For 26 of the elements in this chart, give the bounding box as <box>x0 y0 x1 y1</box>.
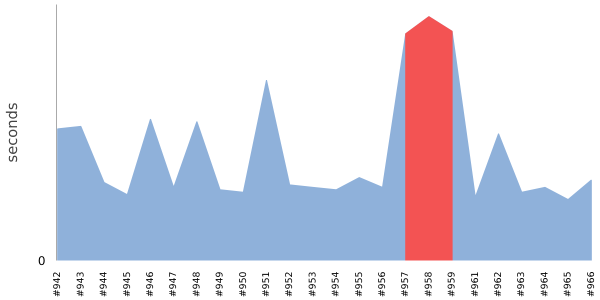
x-tick-label: #961 <box>470 271 481 298</box>
x-tick-label: #950 <box>238 271 249 298</box>
x-tick-label: #962 <box>493 271 504 298</box>
x-tick-label: #959 <box>446 271 458 298</box>
x-tick-label: #954 <box>330 271 342 298</box>
x-tick-label: #966 <box>586 271 597 298</box>
x-tick-label: #949 <box>214 271 226 298</box>
x-tick-label: #945 <box>122 271 133 298</box>
x-tick-label: #953 <box>307 271 318 298</box>
x-tick-label: #956 <box>377 271 388 298</box>
x-tick-label: #958 <box>423 271 434 298</box>
x-tick-label: #957 <box>400 271 412 298</box>
x-tick-label: #951 <box>260 271 272 298</box>
x-tick-label: #943 <box>75 271 86 298</box>
x-tick-label: #963 <box>516 271 528 298</box>
x-tick-label: #955 <box>354 271 365 298</box>
y-axis-title: seconds <box>4 102 21 162</box>
x-tick-label: #965 <box>562 271 574 298</box>
x-tick-label: #942 <box>52 271 64 298</box>
text: 0 <box>38 254 46 268</box>
x-tick-label: #964 <box>539 271 550 298</box>
x-tick-label: #946 <box>144 271 156 298</box>
x-tick-label: #947 <box>168 271 180 298</box>
x-tick-label: #944 <box>98 271 110 298</box>
x-tick-label: #948 <box>191 271 202 298</box>
x-tick-label: #952 <box>284 271 296 298</box>
